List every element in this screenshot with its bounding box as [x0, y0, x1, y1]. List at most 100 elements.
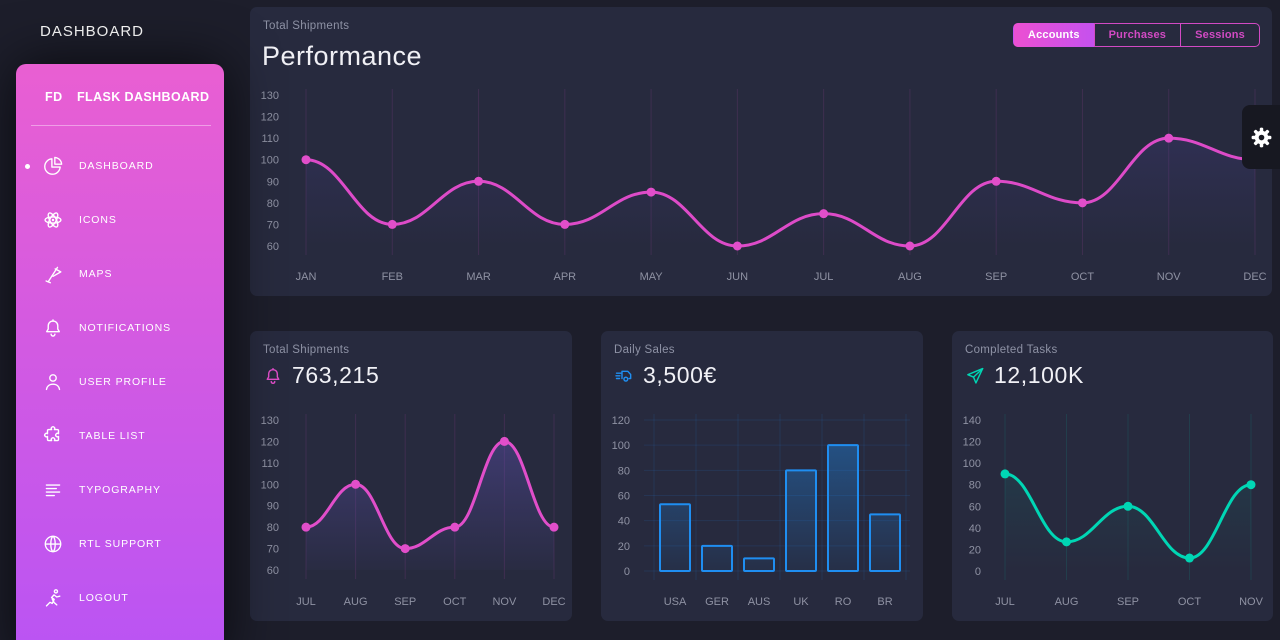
svg-text:100: 100: [261, 479, 279, 491]
performance-card-title: Performance: [262, 41, 423, 71]
range-button-sessions[interactable]: Sessions: [1180, 23, 1260, 47]
svg-text:90: 90: [267, 501, 279, 513]
svg-text:MAR: MAR: [466, 271, 491, 283]
globe-icon: [42, 533, 64, 555]
daily-sales-card: Daily Sales 3,500€ USA GER AUS UK RO BR 120 100…: [601, 331, 923, 621]
svg-text:SEP: SEP: [1117, 596, 1139, 608]
svg-text:100: 100: [612, 440, 630, 452]
stat-value-row: 763,215: [263, 362, 379, 389]
puzzle-icon: [42, 425, 64, 447]
svg-text:40: 40: [969, 523, 981, 535]
sidebar-item-maps[interactable]: MAPS: [16, 247, 224, 301]
settings-button[interactable]: [1242, 105, 1280, 169]
svg-text:BR: BR: [877, 596, 892, 608]
sidebar-nav: DASHBOARD ICONS MAPS NOTIFICATIONS USER PROF…: [16, 139, 224, 625]
svg-text:USA: USA: [664, 596, 687, 608]
svg-text:130: 130: [261, 415, 279, 427]
svg-text:DEC: DEC: [1243, 271, 1266, 283]
sidebar-item-label: MAPS: [79, 268, 113, 280]
sidebar-header: FD FLASK DASHBOARD: [16, 90, 224, 110]
range-button-purchases[interactable]: Purchases: [1093, 23, 1182, 47]
sidebar-item-label: NOTIFICATIONS: [79, 322, 172, 334]
svg-text:JUL: JUL: [995, 596, 1015, 608]
stat-value-row: 12,100K: [965, 362, 1084, 389]
active-indicator-dot: [25, 163, 30, 169]
stat-card-subtitle: Daily Sales: [614, 344, 675, 356]
sidebar-item-dashboard[interactable]: DASHBOARD: [16, 139, 224, 193]
svg-text:60: 60: [618, 491, 630, 503]
sidebar-item-label: DASHBOARD: [79, 160, 154, 172]
svg-text:60: 60: [267, 565, 279, 577]
user-icon: [42, 371, 64, 393]
svg-text:70: 70: [267, 219, 279, 231]
svg-text:OCT: OCT: [1178, 596, 1202, 608]
sidebar-item-rtl-support[interactable]: RTL SUPPORT: [16, 517, 224, 571]
svg-text:80: 80: [969, 480, 981, 492]
svg-text:80: 80: [618, 465, 630, 477]
send-icon: [965, 366, 985, 386]
svg-text:APR: APR: [554, 271, 577, 283]
pie-chart-icon: [42, 155, 64, 177]
svg-text:130: 130: [261, 90, 279, 102]
sidebar-item-table-list[interactable]: TABLE LIST: [16, 409, 224, 463]
svg-text:120: 120: [612, 415, 630, 427]
svg-text:20: 20: [618, 541, 630, 553]
pin-icon: [42, 263, 64, 285]
sidebar-item-label: USER PROFILE: [79, 376, 167, 388]
stat-value: 3,500€: [643, 362, 717, 388]
svg-text:80: 80: [267, 522, 279, 534]
svg-text:60: 60: [969, 501, 981, 513]
brand-title[interactable]: FLASK DASHBOARD: [77, 90, 210, 104]
brand-mini[interactable]: FD: [45, 90, 63, 104]
sidebar-item-user-profile[interactable]: USER PROFILE: [16, 355, 224, 409]
svg-text:JUN: JUN: [727, 271, 748, 283]
sidebar-item-typography[interactable]: TYPOGRAPHY: [16, 463, 224, 517]
svg-text:60: 60: [267, 241, 279, 253]
sidebar-item-label: ICONS: [79, 214, 117, 226]
page-title: DASHBOARD: [40, 23, 145, 40]
svg-text:RO: RO: [835, 596, 852, 608]
svg-text:120: 120: [963, 437, 981, 449]
stat-value: 12,100K: [994, 362, 1084, 388]
performance-card-subtitle: Total Shipments: [263, 20, 350, 32]
svg-text:FEB: FEB: [382, 271, 403, 283]
svg-text:120: 120: [261, 436, 279, 448]
svg-text:AUG: AUG: [344, 596, 368, 608]
svg-text:JAN: JAN: [296, 271, 317, 283]
sidebar-item-label: TABLE LIST: [79, 430, 146, 442]
sidebar-item-label: TYPOGRAPHY: [79, 484, 161, 496]
sidebar-item-logout[interactable]: LOGOUT: [16, 571, 224, 625]
svg-text:20: 20: [969, 544, 981, 556]
sidebar-item-icons[interactable]: ICONS: [16, 193, 224, 247]
delivery-icon: [614, 366, 634, 386]
range-button-accounts[interactable]: Accounts: [1012, 23, 1095, 47]
runner-icon: [42, 587, 64, 609]
stat-card-subtitle: Total Shipments: [263, 344, 350, 356]
svg-text:AUG: AUG: [898, 271, 922, 283]
svg-text:UK: UK: [793, 596, 809, 608]
svg-text:140: 140: [963, 415, 981, 427]
svg-text:MAY: MAY: [640, 271, 664, 283]
align-left-icon: [42, 479, 64, 501]
svg-text:0: 0: [624, 566, 630, 578]
svg-text:110: 110: [261, 133, 279, 145]
sidebar-item-notifications[interactable]: NOTIFICATIONS: [16, 301, 224, 355]
svg-text:SEP: SEP: [985, 271, 1007, 283]
bell-icon: [263, 366, 283, 386]
svg-text:NOV: NOV: [1239, 596, 1264, 608]
sidebar-divider: [31, 125, 211, 126]
svg-text:OCT: OCT: [443, 596, 467, 608]
sidebar-item-label: RTL SUPPORT: [79, 538, 162, 550]
total-shipments-card: Total Shipments 763,215 JUL AUG SEP OCT NOV D…: [250, 331, 572, 621]
gear-icon: [1248, 124, 1275, 151]
svg-text:NOV: NOV: [492, 596, 517, 608]
svg-text:80: 80: [267, 198, 279, 210]
completed-tasks-card: Completed Tasks 12,100K JUL AUG SEP OCT NOV 1…: [952, 331, 1273, 621]
svg-text:JUL: JUL: [296, 596, 316, 608]
svg-text:110: 110: [261, 458, 279, 470]
sidebar: FD FLASK DASHBOARD DASHBOARD ICONS MAPS NOT…: [16, 64, 224, 640]
bell-icon: [42, 317, 64, 339]
svg-text:40: 40: [618, 516, 630, 528]
svg-text:OCT: OCT: [1071, 271, 1095, 283]
svg-text:70: 70: [267, 544, 279, 556]
